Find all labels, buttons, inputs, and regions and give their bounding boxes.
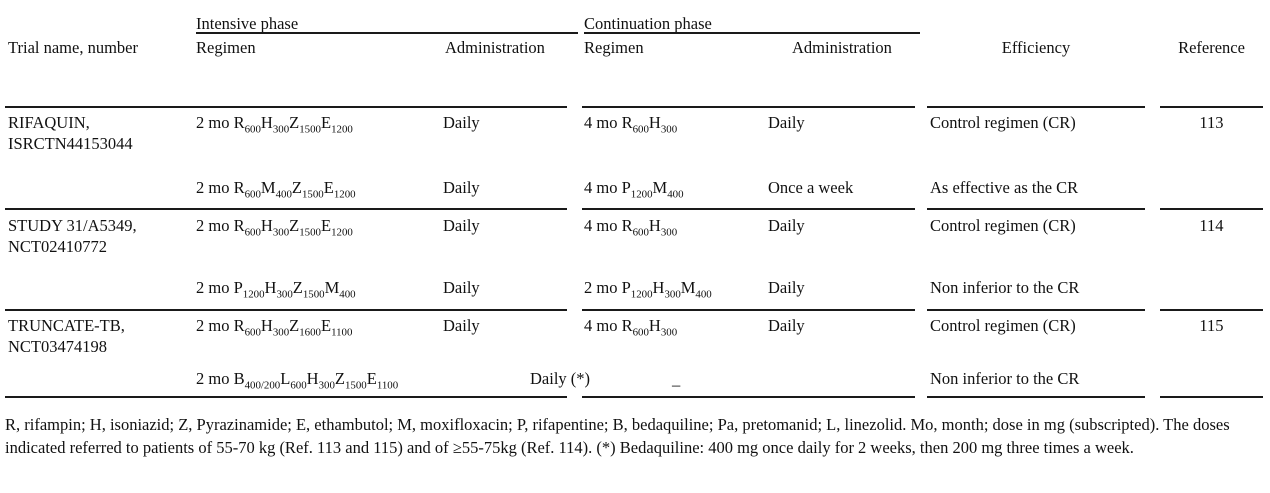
continuation-regimen: 4 mo R600H300 xyxy=(584,316,678,339)
intensive-regimen: 2 mo R600H300Z1500E1200 xyxy=(196,113,353,136)
trial-name: TRUNCATE-TB, xyxy=(8,316,125,335)
trial-name: STUDY 31/A5349, xyxy=(8,216,137,235)
continuation-regimen: 4 mo P1200M400 xyxy=(584,178,684,201)
col-header-regimen-continuation: Regimen xyxy=(584,38,644,57)
efficiency-value: Control regimen (CR) xyxy=(930,113,1076,132)
trial-number: ISRCTN44153044 xyxy=(8,134,133,153)
reference-value: 114 xyxy=(1199,216,1224,235)
intensive-regimen: 2 mo R600M400Z1500E1200 xyxy=(196,178,356,201)
continuation-phase-header: Continuation phase xyxy=(584,14,712,33)
table-rule-segment xyxy=(927,396,1145,398)
table-rule-segment xyxy=(1160,106,1263,108)
continuation-regimen: 2 mo P1200H300M400 xyxy=(584,278,712,301)
table-rule-segment xyxy=(1160,208,1263,210)
table-rule-segment xyxy=(582,106,915,108)
continuation-administration: Daily xyxy=(768,278,805,297)
table-rule-segment xyxy=(582,208,915,210)
table-rule-segment xyxy=(5,396,567,398)
col-header-efficiency: Efficiency xyxy=(1001,38,1071,57)
trial-number: NCT03474198 xyxy=(8,337,107,356)
table-rule-segment xyxy=(1160,396,1263,398)
table-footnote: R, rifampin; H, isoniazid; Z, Pyrazinami… xyxy=(5,415,1230,457)
col-header-regimen-intensive: Regimen xyxy=(196,38,256,57)
intensive-administration: Daily xyxy=(443,278,480,297)
efficiency-value: Non inferior to the CR xyxy=(930,278,1080,297)
table-rule-segment xyxy=(5,309,567,311)
intensive-spanner-rule xyxy=(196,32,578,34)
continuation-regimen: – xyxy=(672,375,682,394)
intensive-administration: Daily (*) xyxy=(530,369,591,388)
efficiency-value: Control regimen (CR) xyxy=(930,316,1076,335)
col-header-trial: Trial name, number xyxy=(8,38,138,57)
continuation-spanner-rule xyxy=(584,32,920,34)
intensive-phase-header: Intensive phase xyxy=(196,14,299,33)
intensive-administration: Daily xyxy=(443,113,480,132)
efficiency-value: Non inferior to the CR xyxy=(930,369,1080,388)
col-header-administration-intensive: Administration xyxy=(445,38,545,57)
continuation-administration: Daily xyxy=(768,216,805,235)
reference-value: 115 xyxy=(1199,316,1224,335)
trial-number: NCT02410772 xyxy=(8,237,107,256)
intensive-regimen: 2 mo P1200H300Z1500M400 xyxy=(196,278,356,301)
continuation-regimen: 4 mo R600H300 xyxy=(584,113,678,136)
intensive-administration: Daily xyxy=(443,216,480,235)
table-rule-segment xyxy=(927,208,1145,210)
table-rule-segment xyxy=(927,309,1145,311)
intensive-administration: Daily xyxy=(443,316,480,335)
efficiency-value: As effective as the CR xyxy=(930,178,1079,197)
intensive-regimen: 2 mo R600H300Z1600E1100 xyxy=(196,316,353,339)
trial-name: RIFAQUIN, xyxy=(8,113,90,132)
table-rule-segment xyxy=(1160,309,1263,311)
continuation-administration: Once a week xyxy=(768,178,854,197)
efficiency-value: Control regimen (CR) xyxy=(930,216,1076,235)
col-header-reference: Reference xyxy=(1178,38,1245,57)
table-rule-segment xyxy=(582,309,915,311)
continuation-regimen: 4 mo R600H300 xyxy=(584,216,678,239)
table-rule-segment xyxy=(5,208,567,210)
table-rule-segment xyxy=(927,106,1145,108)
continuation-administration: Daily xyxy=(768,113,805,132)
continuation-administration: Daily xyxy=(768,316,805,335)
intensive-administration: Daily xyxy=(443,178,480,197)
intensive-regimen: 2 mo B400/200L600H300Z1500E1100 xyxy=(196,369,399,392)
col-header-administration-continuation: Administration xyxy=(792,38,892,57)
intensive-regimen: 2 mo R600H300Z1500E1200 xyxy=(196,216,353,239)
table-rule-segment xyxy=(582,396,915,398)
reference-value: 113 xyxy=(1199,113,1224,132)
table-rule-segment xyxy=(5,106,567,108)
